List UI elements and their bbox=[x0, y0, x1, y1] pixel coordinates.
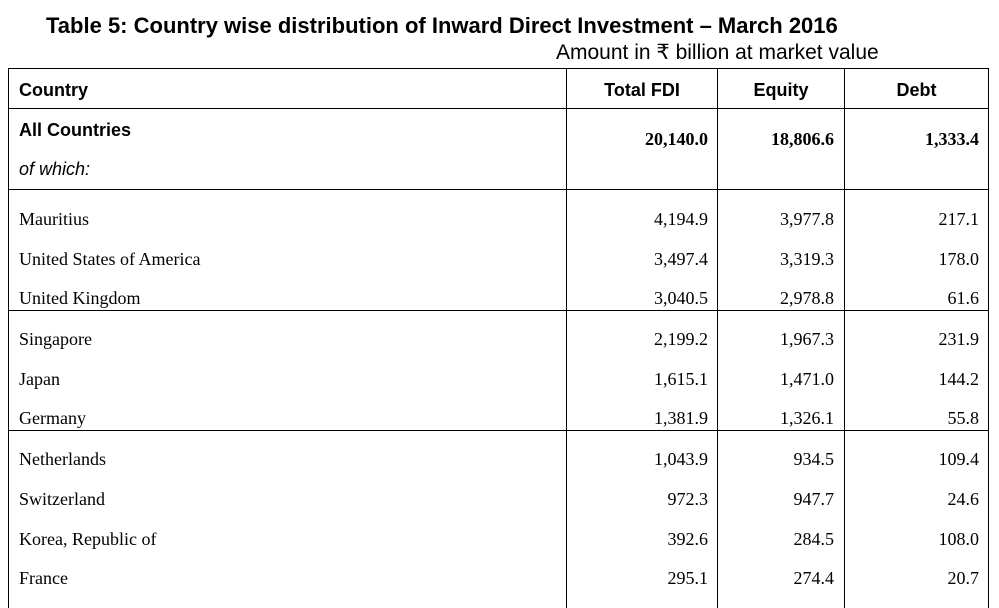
equity-value: 1,967.3 bbox=[780, 329, 834, 349]
table-subtitle: Amount in ₹ billion at market value bbox=[556, 41, 879, 64]
country-name: United States of America bbox=[19, 249, 201, 269]
debt-value: 20.7 bbox=[947, 568, 980, 588]
table-row: United States of America 3,497.4 3,319.3… bbox=[9, 248, 988, 270]
debt-value: 109.4 bbox=[938, 449, 980, 469]
fdi-table: Country Total FDI Equity Debt All Countr… bbox=[8, 68, 989, 608]
country-name: Korea, Republic of bbox=[19, 529, 157, 549]
equity-value: 934.5 bbox=[793, 449, 835, 469]
country-name: Mauritius bbox=[19, 209, 89, 229]
equity-value: 3,977.8 bbox=[780, 209, 834, 229]
column-divider bbox=[717, 69, 718, 608]
country-name: Japan bbox=[19, 369, 60, 389]
equity-value: 947.7 bbox=[793, 489, 835, 509]
equity-value: 284.5 bbox=[793, 529, 835, 549]
total-fdi-value: 972.3 bbox=[667, 489, 709, 509]
total-fdi-value: 3,040.5 bbox=[654, 288, 708, 308]
table-row: Mauritius 4,194.9 3,977.8 217.1 bbox=[9, 208, 988, 230]
debt-value: 55.8 bbox=[947, 408, 980, 428]
equity-value: 1,471.0 bbox=[780, 369, 834, 389]
row-divider bbox=[9, 189, 988, 190]
total-fdi-value: 3,497.4 bbox=[654, 249, 708, 269]
of-which-label: of which: bbox=[19, 159, 91, 179]
equity-value: 2,978.8 bbox=[780, 288, 834, 308]
total-fdi-value: 392.6 bbox=[667, 529, 709, 549]
table-row: United Kingdom 3,040.5 2,978.8 61.6 bbox=[9, 287, 988, 309]
table-title: Table 5: Country wise distribution of In… bbox=[46, 13, 838, 38]
equity-value: 3,319.3 bbox=[780, 249, 834, 269]
country-name: Netherlands bbox=[19, 449, 106, 469]
total-fdi-value: 1,615.1 bbox=[654, 369, 708, 389]
debt-value: 231.9 bbox=[938, 329, 980, 349]
header-equity: Equity bbox=[753, 80, 809, 100]
table-row: France 295.1 274.4 20.7 bbox=[9, 567, 988, 589]
total-fdi-value: 1,043.9 bbox=[654, 449, 708, 469]
table-row: Switzerland 972.3 947.7 24.6 bbox=[9, 488, 988, 510]
all-countries-label: All Countries bbox=[19, 120, 132, 140]
debt-value: 61.6 bbox=[947, 288, 980, 308]
table-row: Singapore 2,199.2 1,967.3 231.9 bbox=[9, 328, 988, 350]
all-countries-debt: 1,333.4 bbox=[925, 129, 979, 149]
debt-value: 144.2 bbox=[938, 369, 980, 389]
debt-value: 24.6 bbox=[947, 489, 980, 509]
table-row: Netherlands 1,043.9 934.5 109.4 bbox=[9, 448, 988, 470]
country-name: France bbox=[19, 568, 68, 588]
all-countries-equity: 18,806.6 bbox=[771, 129, 834, 149]
row-divider bbox=[9, 108, 988, 109]
row-divider bbox=[9, 310, 988, 311]
total-fdi-value: 295.1 bbox=[667, 568, 709, 588]
all-countries-total-fdi: 20,140.0 bbox=[645, 129, 708, 149]
column-divider bbox=[566, 69, 567, 608]
country-name: Switzerland bbox=[19, 489, 105, 509]
total-fdi-value: 2,199.2 bbox=[654, 329, 708, 349]
equity-value: 274.4 bbox=[793, 568, 835, 588]
column-divider bbox=[844, 69, 845, 608]
debt-value: 108.0 bbox=[938, 529, 980, 549]
table-row: Germany 1,381.9 1,326.1 55.8 bbox=[9, 407, 988, 429]
table-row: Korea, Republic of 392.6 284.5 108.0 bbox=[9, 528, 988, 550]
total-fdi-value: 1,381.9 bbox=[654, 408, 708, 428]
total-fdi-value: 4,194.9 bbox=[654, 209, 708, 229]
header-total-fdi: Total FDI bbox=[604, 80, 680, 100]
country-name: Germany bbox=[19, 408, 86, 428]
header-country: Country bbox=[19, 80, 88, 100]
table-row: Japan 1,615.1 1,471.0 144.2 bbox=[9, 368, 988, 390]
equity-value: 1,326.1 bbox=[780, 408, 834, 428]
row-divider bbox=[9, 430, 988, 431]
debt-value: 217.1 bbox=[938, 209, 980, 229]
debt-value: 178.0 bbox=[938, 249, 980, 269]
header-debt: Debt bbox=[896, 80, 937, 100]
country-name: United Kingdom bbox=[19, 288, 141, 308]
country-name: Singapore bbox=[19, 329, 92, 349]
